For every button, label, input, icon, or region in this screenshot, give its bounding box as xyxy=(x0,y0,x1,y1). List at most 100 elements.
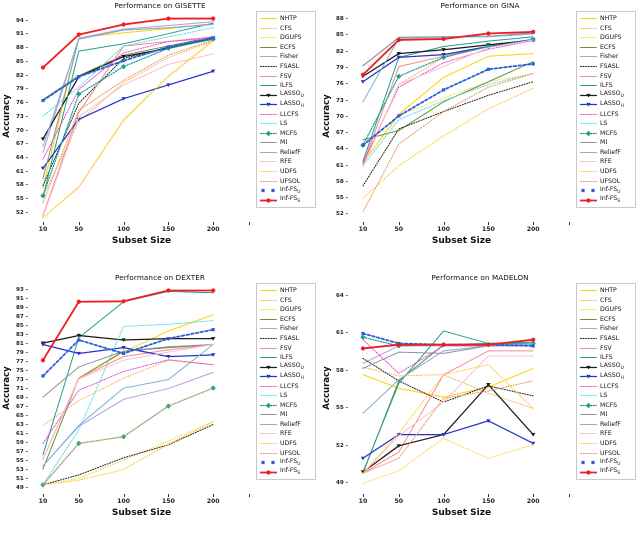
legend-item-label: FSASL xyxy=(280,63,300,70)
y-axis-tick-label: 55 - xyxy=(335,195,348,202)
legend-item-nhtp[interactable]: NHTP xyxy=(577,286,635,296)
legend-item-ufsol[interactable]: UFSOL xyxy=(257,448,315,458)
legend-item-inf-fs-u[interactable]: Inf-FSU xyxy=(577,186,635,196)
series-marker xyxy=(76,32,81,37)
legend-item-relieff[interactable]: ReliefF xyxy=(257,420,315,430)
series-line xyxy=(42,40,214,219)
legend-item-nhtp[interactable]: NHTP xyxy=(257,14,315,24)
legend-item-mi[interactable]: MI xyxy=(577,410,635,420)
legend-item-fisher[interactable]: Fisher xyxy=(577,324,635,334)
legend-item-ecfs[interactable]: ECFS xyxy=(577,43,635,53)
legend-item-ls[interactable]: LS xyxy=(257,391,315,401)
legend-item-inf-fs-s[interactable]: Inf-FSS xyxy=(257,467,315,477)
legend-item-nhtp[interactable]: NHTP xyxy=(577,14,635,24)
legend-item-cfs[interactable]: CFS xyxy=(577,296,635,306)
legend-item-label: MCFS xyxy=(600,129,618,137)
legend-item-llcfs[interactable]: LLCFS xyxy=(577,109,635,119)
legend-swatch-icon xyxy=(580,186,597,195)
legend-item-rfe[interactable]: RFE xyxy=(577,157,635,167)
legend-item-ecfs[interactable]: ECFS xyxy=(257,315,315,325)
legend-item-inf-fs-s[interactable]: Inf-FSS xyxy=(577,195,635,205)
series-marker xyxy=(486,67,490,71)
series-marker xyxy=(121,338,126,342)
legend-item-lasso-h[interactable]: LASSOH xyxy=(577,100,635,110)
legend-item-fisher[interactable]: Fisher xyxy=(577,52,635,62)
legend-item-mi[interactable]: MI xyxy=(577,138,635,148)
legend-item-lasso-u[interactable]: LASSOU xyxy=(257,90,315,100)
legend-item-dgufs[interactable]: DGUFS xyxy=(257,305,315,315)
legend-item-fsasl[interactable]: FSASL xyxy=(577,62,635,72)
legend-item-mi[interactable]: MI xyxy=(257,410,315,420)
legend-item-lasso-u[interactable]: LASSOU xyxy=(577,362,635,372)
x-axis-tick-mark xyxy=(123,494,125,497)
legend-item-cfs[interactable]: CFS xyxy=(257,24,315,34)
legend-item-mi[interactable]: MI xyxy=(257,138,315,148)
legend-item-inf-fs-s[interactable]: Inf-FSS xyxy=(257,195,315,205)
legend-item-ecfs[interactable]: ECFS xyxy=(577,315,635,325)
legend-item-ilfs[interactable]: ILFS xyxy=(577,353,635,363)
legend-item-inf-fs-s[interactable]: Inf-FSS xyxy=(577,467,635,477)
series-marker xyxy=(531,337,536,342)
legend-item-fisher[interactable]: Fisher xyxy=(257,324,315,334)
legend-item-label: MCFS xyxy=(280,129,298,137)
legend-item-fisher[interactable]: Fisher xyxy=(257,52,315,62)
legend-item-fsasl[interactable]: FSASL xyxy=(577,334,635,344)
legend-item-ls[interactable]: LS xyxy=(577,391,635,401)
legend-item-inf-fs-u[interactable]: Inf-FSU xyxy=(257,186,315,196)
series-marker xyxy=(360,334,366,340)
legend-item-relieff[interactable]: ReliefF xyxy=(257,148,315,158)
legend-item-mcfs[interactable]: MCFS xyxy=(257,401,315,411)
legend-item-ecfs[interactable]: ECFS xyxy=(257,43,315,53)
series-marker xyxy=(211,328,215,332)
legend-item-rfe[interactable]: RFE xyxy=(257,157,315,167)
legend-item-lasso-h[interactable]: LASSOH xyxy=(257,372,315,382)
legend-item-llcfs[interactable]: LLCFS xyxy=(577,381,635,391)
legend-item-ls[interactable]: LS xyxy=(257,119,315,129)
legend-item-inf-fs-u[interactable]: Inf-FSU xyxy=(257,458,315,468)
legend-item-dgufs[interactable]: DGUFS xyxy=(257,33,315,43)
legend-item-fsv[interactable]: FSV xyxy=(577,71,635,81)
legend-item-udfs[interactable]: UDFS xyxy=(257,439,315,449)
legend-item-inf-fs-u[interactable]: Inf-FSU xyxy=(577,458,635,468)
y-axis-tick-label: 67 - xyxy=(15,404,28,411)
legend-item-fsv[interactable]: FSV xyxy=(577,343,635,353)
legend-item-label: LASSOH xyxy=(600,371,624,381)
legend-item-lasso-u[interactable]: LASSOU xyxy=(257,362,315,372)
legend-item-nhtp[interactable]: NHTP xyxy=(257,286,315,296)
legend-item-lasso-h[interactable]: LASSOH xyxy=(577,372,635,382)
legend-item-llcfs[interactable]: LLCFS xyxy=(257,109,315,119)
legend-swatch-icon xyxy=(260,372,277,381)
legend-item-ls[interactable]: LS xyxy=(577,119,635,129)
legend-item-udfs[interactable]: UDFS xyxy=(577,167,635,177)
legend-item-relieff[interactable]: ReliefF xyxy=(577,148,635,158)
legend-item-ufsol[interactable]: UFSOL xyxy=(257,176,315,186)
legend-item-mcfs[interactable]: MCFS xyxy=(577,401,635,411)
legend-item-fsv[interactable]: FSV xyxy=(257,343,315,353)
legend-item-fsasl[interactable]: FSASL xyxy=(257,62,315,72)
legend-item-rfe[interactable]: RFE xyxy=(577,429,635,439)
legend-item-udfs[interactable]: UDFS xyxy=(577,439,635,449)
legend-item-relieff[interactable]: ReliefF xyxy=(577,420,635,430)
legend-item-lasso-u[interactable]: LASSOU xyxy=(577,90,635,100)
legend-item-fsasl[interactable]: FSASL xyxy=(257,334,315,344)
legend-item-lasso-h[interactable]: LASSOH xyxy=(257,100,315,110)
legend-item-ilfs[interactable]: ILFS xyxy=(257,353,315,363)
legend-item-ufsol[interactable]: UFSOL xyxy=(577,176,635,186)
legend-item-label: LASSOU xyxy=(280,90,304,100)
legend-item-ilfs[interactable]: ILFS xyxy=(257,81,315,91)
legend-item-cfs[interactable]: CFS xyxy=(257,296,315,306)
legend-item-mcfs[interactable]: MCFS xyxy=(257,129,315,139)
x-axis-tick-mark xyxy=(42,494,44,497)
legend-item-dgufs[interactable]: DGUFS xyxy=(577,33,635,43)
legend-item-fsv[interactable]: FSV xyxy=(257,71,315,81)
series-marker xyxy=(121,59,126,63)
legend-item-mcfs[interactable]: MCFS xyxy=(577,129,635,139)
legend-item-rfe[interactable]: RFE xyxy=(257,429,315,439)
legend-item-ilfs[interactable]: ILFS xyxy=(577,81,635,91)
legend-item-llcfs[interactable]: LLCFS xyxy=(257,381,315,391)
legend-item-udfs[interactable]: UDFS xyxy=(257,167,315,177)
legend-item-cfs[interactable]: CFS xyxy=(577,24,635,34)
legend-item-dgufs[interactable]: DGUFS xyxy=(577,305,635,315)
legend-item-ufsol[interactable]: UFSOL xyxy=(577,448,635,458)
plot-area xyxy=(360,330,536,484)
